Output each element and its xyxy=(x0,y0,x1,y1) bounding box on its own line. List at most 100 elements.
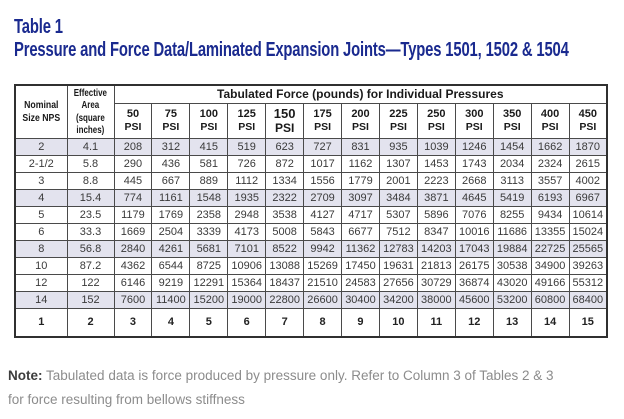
force-cell: 11400 xyxy=(151,290,191,309)
column-number-cell: 10 xyxy=(378,307,418,338)
force-cell: 15200 xyxy=(189,290,229,309)
force-cell: 1039 xyxy=(416,137,456,156)
force-cell: 17043 xyxy=(454,239,494,258)
force-cell: 13088 xyxy=(265,256,305,275)
nps-cell: 14 xyxy=(14,290,68,309)
force-cell: 1453 xyxy=(416,154,456,173)
force-cell: 5008 xyxy=(265,222,305,241)
force-cell: 3557 xyxy=(530,171,570,190)
force-cell: 2322 xyxy=(265,188,305,207)
force-cell: 3113 xyxy=(492,171,532,190)
table-row-nps-8: 8 56.8 2840 4261 5681 7101 8522 9942 11362 12783 1… xyxy=(14,239,608,258)
force-cell: 1246 xyxy=(454,137,494,156)
area-cell: 8.8 xyxy=(66,171,115,190)
column-number-cell: 6 xyxy=(227,307,267,338)
force-cell: 7076 xyxy=(454,205,494,224)
force-cell: 4002 xyxy=(568,171,608,190)
area-cell: 15.4 xyxy=(66,188,115,207)
force-cell: 1779 xyxy=(341,171,380,190)
psi-unit: PSI xyxy=(389,120,407,133)
force-cell: 208 xyxy=(113,137,153,156)
force-cell: 1556 xyxy=(303,171,343,190)
force-cell: 2615 xyxy=(568,154,608,173)
force-cell: 1870 xyxy=(568,137,608,156)
header-row-1: Nominal Size NPS Effective Area (square i… xyxy=(14,84,608,139)
header-row-psi: 50 PSI 75 PSI 100 PSI 125 PSI 150 PSI 175 PSI 200 PSI… xyxy=(15,102,608,139)
force-table: Nominal Size NPS Effective Area (square i… xyxy=(14,84,608,338)
force-cell: 4717 xyxy=(341,205,380,224)
force-cell: 30729 xyxy=(416,273,456,292)
force-cell: 445 xyxy=(113,171,153,190)
force-cell: 10016 xyxy=(454,222,494,241)
force-cell: 4362 xyxy=(113,256,153,275)
psi-unit: PSI xyxy=(503,120,521,133)
force-cell: 9434 xyxy=(530,205,570,224)
force-cell: 3538 xyxy=(265,205,305,224)
force-cell: 26600 xyxy=(303,290,343,309)
force-cell: 2948 xyxy=(227,205,267,224)
force-cell: 3097 xyxy=(341,188,380,207)
force-cell: 8255 xyxy=(492,205,532,224)
table-number-title-text: Table 1 xyxy=(14,16,63,38)
psi-unit: PSI xyxy=(579,120,597,133)
force-cell: 5307 xyxy=(378,205,418,224)
force-cell: 2840 xyxy=(113,239,153,258)
area-cell: 4.1 xyxy=(66,137,115,156)
force-cell: 872 xyxy=(265,154,305,173)
psi-value: 175 xyxy=(313,108,332,121)
table-row-nps-2-1/2: 2-1/2 5.8 290 436 581 726 872 1017 1162 1307 1453 1… xyxy=(14,154,608,173)
column-number-cell: 5 xyxy=(189,307,229,338)
header-psi-75: 75 PSI xyxy=(151,102,191,139)
header-psi-50: 50 PSI xyxy=(113,102,153,139)
note-label: Note: xyxy=(8,368,43,383)
force-cell: 12783 xyxy=(378,239,418,258)
table-row-nps-12: 12 122 6146 9219 12291 15364 18437 21510 24583 27… xyxy=(14,273,608,292)
force-cell: 10906 xyxy=(227,256,267,275)
force-cell: 30400 xyxy=(341,290,380,309)
psi-unit: PSI xyxy=(352,120,369,133)
column-number-cell: 2 xyxy=(66,307,115,338)
force-cell: 38000 xyxy=(416,290,456,309)
header-area-text: Effective Area (square inches) xyxy=(73,87,108,137)
force-cell: 727 xyxy=(303,137,343,156)
force-cell: 2668 xyxy=(454,171,494,190)
force-cell: 5896 xyxy=(416,205,456,224)
force-cell: 4127 xyxy=(303,205,343,224)
psi-value: 350 xyxy=(503,108,522,121)
psi-value: 125 xyxy=(237,108,256,121)
nps-cell: 3 xyxy=(14,171,68,190)
force-cell: 1112 xyxy=(227,171,267,190)
force-cell: 21813 xyxy=(416,256,456,275)
force-cell: 8522 xyxy=(265,239,305,258)
force-cell: 1743 xyxy=(454,154,494,173)
force-cell: 15269 xyxy=(303,256,343,275)
force-cell: 1307 xyxy=(378,154,418,173)
psi-value: 400 xyxy=(540,108,560,121)
psi-value: 250 xyxy=(427,108,446,121)
column-number-cell: 11 xyxy=(416,307,456,338)
table-row-nps-4: 4 15.4 774 1161 1548 1935 2322 2709 3097 3484 3871… xyxy=(14,188,608,207)
psi-value: 225 xyxy=(389,108,408,121)
force-cell: 9942 xyxy=(303,239,343,258)
header-psi-250: 250 PSI xyxy=(416,102,456,139)
psi-unit: PSI xyxy=(162,120,180,133)
psi-unit: PSI xyxy=(274,121,295,135)
header-nps: Nominal Size NPS xyxy=(14,84,68,139)
force-cell: 53200 xyxy=(492,290,532,309)
force-cell: 3484 xyxy=(378,188,418,207)
psi-unit: PSI xyxy=(427,120,445,133)
area-cell: 122 xyxy=(66,273,115,292)
table-subtitle-text: Pressure and Force Data/Laminated Expans… xyxy=(14,39,569,61)
force-cell: 1161 xyxy=(151,188,191,207)
force-cell: 30538 xyxy=(492,256,532,275)
force-cell: 19884 xyxy=(492,239,532,258)
force-cell: 45600 xyxy=(454,290,494,309)
force-cell: 36874 xyxy=(454,273,494,292)
psi-value: 300 xyxy=(465,108,484,121)
force-cell: 25565 xyxy=(568,239,608,258)
nps-cell: 12 xyxy=(14,273,68,292)
force-cell: 14203 xyxy=(416,239,456,258)
nps-cell: 2 xyxy=(14,137,68,156)
table-head: Nominal Size NPS Effective Area (square i… xyxy=(14,84,608,139)
